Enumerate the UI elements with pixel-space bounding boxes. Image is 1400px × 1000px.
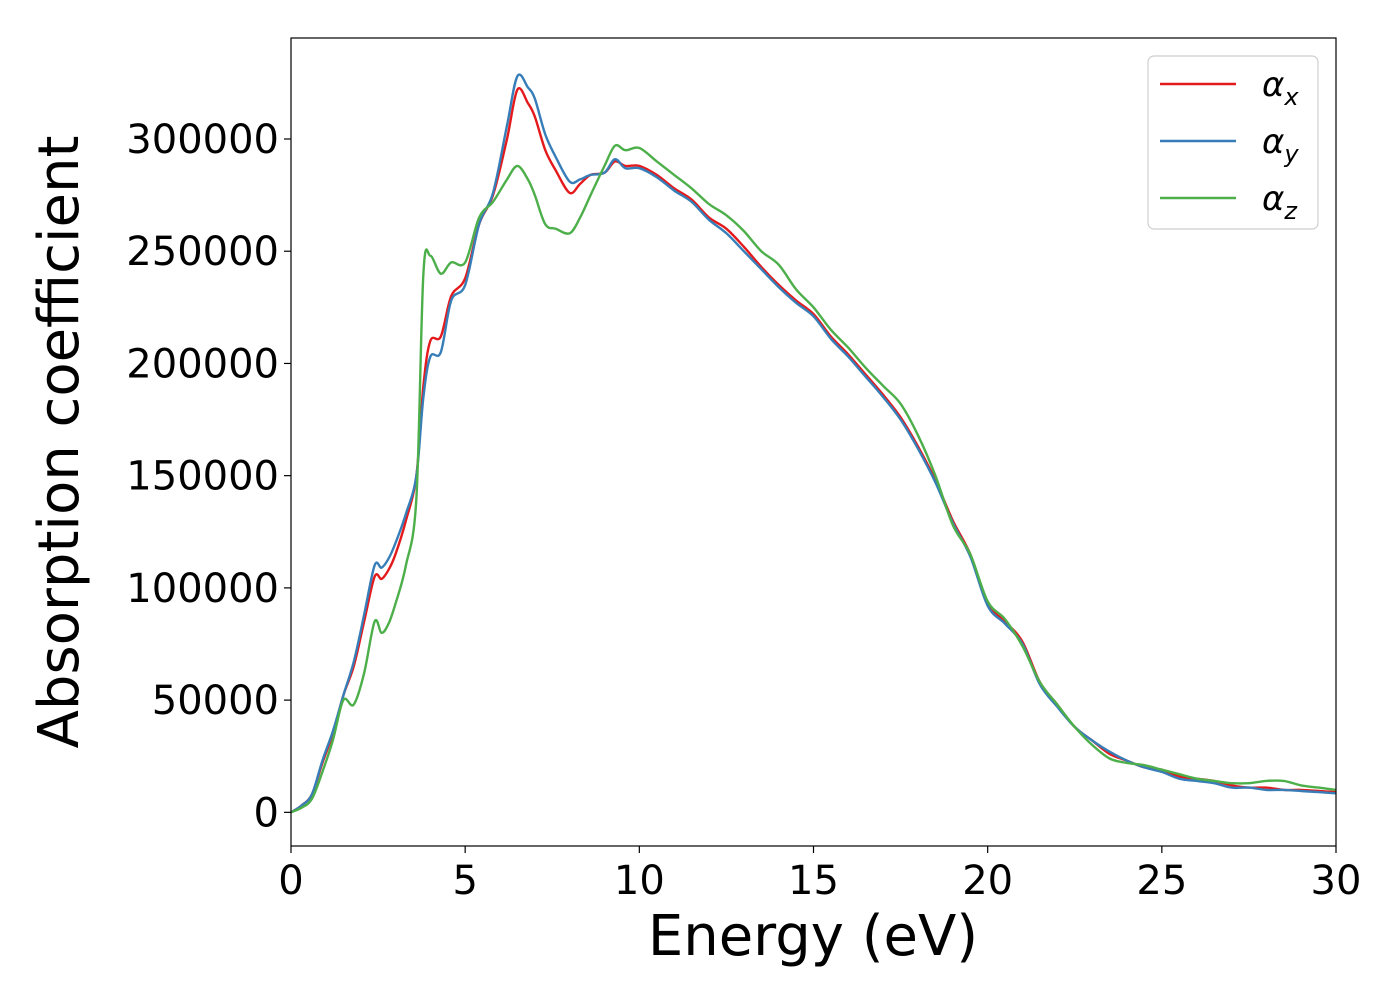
legend-box [1147, 55, 1319, 230]
y-axis-title: Absorption coefficient [27, 136, 92, 749]
x-axis-title: Energy (eV) [648, 904, 978, 969]
y-tick-label: 50000 [152, 678, 279, 724]
y-tick-label: 250000 [126, 229, 279, 275]
legend: αx αy αz [1147, 55, 1319, 230]
y-axis: 0 50000 100000 150000 200000 250000 300000 [126, 117, 291, 836]
x-tick-label: 20 [962, 858, 1013, 904]
x-axis: 0 5 10 15 20 25 30 [278, 846, 1361, 904]
x-tick-label: 10 [614, 858, 665, 904]
legend-label-x: αx [1262, 65, 1299, 111]
y-tick-label: 150000 [126, 454, 279, 500]
series-line-alpha-z [290, 143, 1337, 814]
y-tick-label: 300000 [126, 117, 279, 163]
y-tick-label: 100000 [126, 566, 279, 612]
series-line-alpha-y [290, 73, 1337, 814]
x-tick-label: 0 [278, 858, 303, 904]
y-tick-label: 0 [254, 790, 279, 836]
legend-label-y: αy [1262, 122, 1299, 168]
x-tick-label: 5 [452, 858, 477, 904]
y-tick-label: 200000 [126, 341, 279, 387]
legend-label-z: αz [1262, 179, 1298, 225]
x-tick-label: 25 [1136, 858, 1187, 904]
x-tick-label: 15 [788, 858, 839, 904]
x-tick-label: 30 [1311, 858, 1362, 904]
series-layer [290, 73, 1337, 814]
